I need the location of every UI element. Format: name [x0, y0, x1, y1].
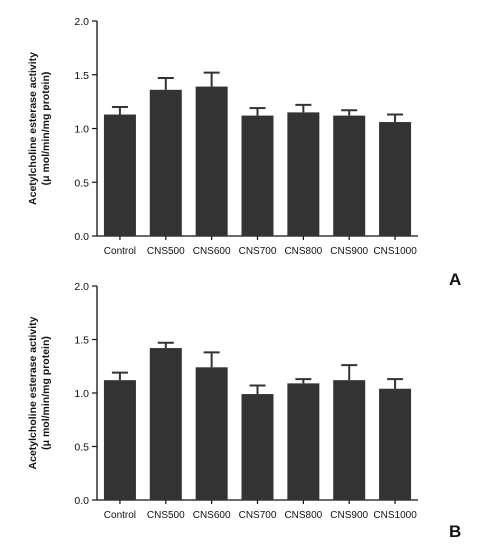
x-tick-label: CNS800: [284, 510, 322, 521]
y-axis-title-units: (μ mol/min/mg protein): [40, 72, 52, 186]
bar: [149, 348, 182, 500]
bar: [103, 380, 136, 500]
y-tick-label: 0.5: [74, 177, 89, 189]
x-tick-label: Control: [104, 246, 136, 257]
bar: [195, 86, 228, 236]
bar: [379, 122, 412, 236]
x-tick-label: CNS600: [193, 510, 231, 521]
y-tick-label: 1.0: [74, 124, 89, 136]
y-tick-label: 0.0: [74, 231, 89, 243]
panel-label: B: [449, 522, 461, 541]
x-tick-label: CNS900: [330, 510, 368, 521]
y-tick-label: 0.0: [74, 495, 89, 507]
x-tick-label: CNS600: [193, 246, 231, 257]
x-tick-label: CNS1000: [373, 510, 417, 521]
bar: [287, 383, 320, 500]
panel-a-chart: 0.0 0.5 1.0 1.5 2.0 Control CNS500 CNS600 CNS700…: [27, 16, 461, 289]
y-tick-label: 2.0: [74, 16, 89, 28]
x-tick-label: CNS700: [239, 246, 277, 257]
x-tick-label: CNS500: [147, 510, 185, 521]
y-tick-label: 1.5: [74, 70, 89, 82]
y-tick-label: 1.0: [74, 388, 89, 400]
x-tick-label: CNS1000: [373, 246, 417, 257]
bar: [103, 114, 136, 236]
bar: [333, 380, 366, 500]
bar: [287, 112, 320, 236]
x-tick-label: Control: [104, 510, 136, 521]
bar: [379, 388, 412, 500]
y-tick-label: 1.5: [74, 335, 89, 347]
x-tick-label: CNS700: [239, 510, 277, 521]
y-tick-label: 2.0: [74, 281, 89, 293]
y-axis-title: Acetylcholine esterase activity: [27, 52, 39, 205]
x-tick-label: CNS800: [284, 246, 322, 257]
bar: [241, 394, 274, 500]
y-tick-label: 0.5: [74, 442, 89, 454]
y-axis-title-units: (μ mol/min/mg protein): [40, 336, 52, 450]
x-tick-label: CNS500: [147, 246, 185, 257]
bar: [333, 115, 366, 236]
y-axis-title: Acetylcholine esterase activity: [27, 316, 39, 469]
panel-b-chart: 0.0 0.5 1.0 1.5 2.0 Control CNS500 CNS600 CNS700…: [27, 281, 461, 541]
bar: [241, 115, 274, 236]
bar: [195, 367, 228, 500]
bar: [149, 89, 182, 236]
x-tick-label: CNS900: [330, 246, 368, 257]
panel-label: A: [449, 270, 461, 289]
